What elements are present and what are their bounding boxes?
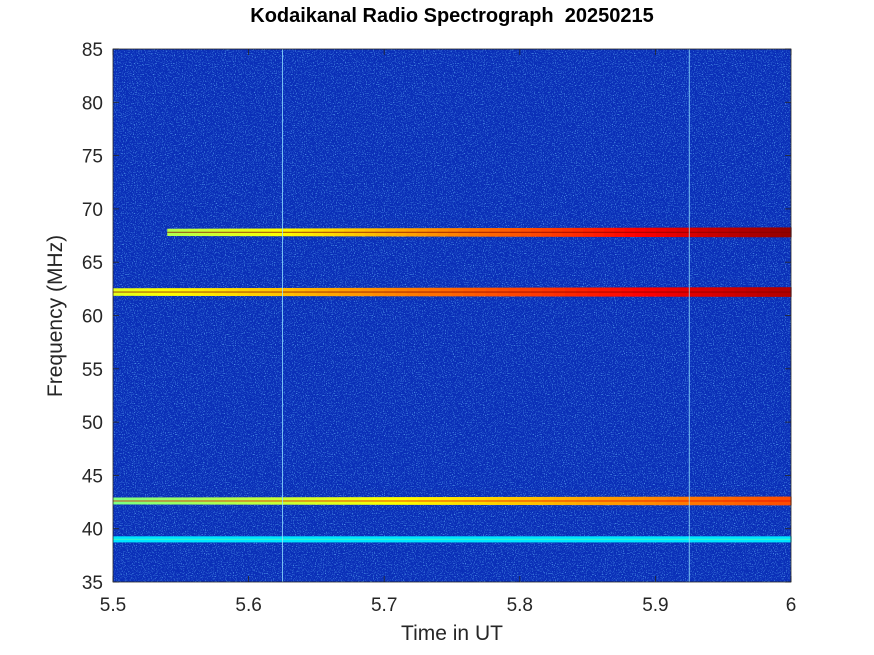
emission-band-2-core [113,500,791,502]
y-tick-label: 70 [82,200,103,221]
x-axis: 5.5 5.6 5.7 5.8 5.9 6 [100,49,797,616]
x-tick-label: 5.6 [235,595,261,616]
y-tick-label: 75 [82,147,103,168]
y-tick-label: 60 [82,307,103,328]
y-axis-label: Frequency (MHz) [44,234,67,398]
x-tick-label: 5.7 [371,595,397,616]
x-axis-label: Time in UT [401,622,503,645]
y-tick-label: 35 [82,573,103,594]
emission-band-0-core [167,231,792,233]
y-tick-label: 85 [82,40,103,61]
y-tick-label: 55 [82,360,103,381]
emission-band-1-core [113,291,791,293]
x-tick-label: 5.5 [100,595,126,616]
chart-title: Kodaikanal Radio Spectrograph 20250215 [250,5,654,27]
plot-area [112,48,792,583]
x-tick-label: 5.9 [642,595,668,616]
emission-band-3-core [113,538,791,540]
heatmap-noise [113,49,791,582]
y-tick-label: 80 [82,93,103,114]
y-tick-label: 50 [82,413,103,434]
x-tick-label: 6 [786,595,797,616]
x-tick-label: 5.8 [507,595,533,616]
y-tick-label: 65 [82,253,103,274]
y-axis: 35 40 45 50 55 60 65 70 75 80 85 [82,40,791,594]
y-tick-label: 40 [82,520,103,541]
y-tick-label: 45 [82,466,103,487]
